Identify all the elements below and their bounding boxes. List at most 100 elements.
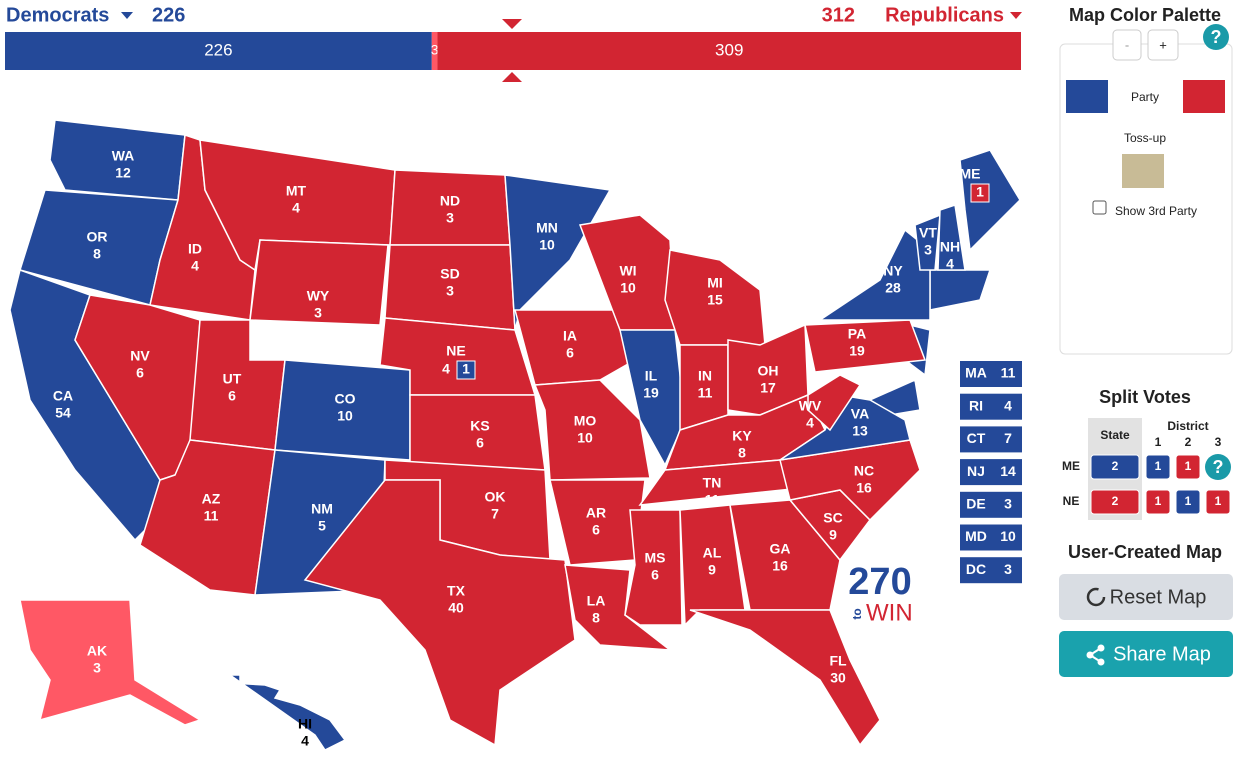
state[interactable] <box>937 204 966 271</box>
district-number: 3 <box>1215 435 1222 449</box>
small-state-box[interactable] <box>960 491 1022 518</box>
state[interactable] <box>514 309 636 386</box>
state-ev: 11 <box>204 508 219 524</box>
state-abbr: OH <box>758 363 779 379</box>
state-abbr: WY <box>307 288 330 304</box>
small-state-ev: 10 <box>1000 528 1016 544</box>
state-abbr: SC <box>823 510 842 526</box>
state-ev: 4 <box>292 200 300 216</box>
state-ev: 8 <box>592 610 600 626</box>
state-abbr: IA <box>563 328 577 344</box>
split-cell[interactable] <box>1090 454 1140 480</box>
state-abbr: VT <box>919 225 937 241</box>
small-state-box[interactable] <box>960 557 1022 584</box>
rep-swatch[interactable] <box>1183 80 1225 113</box>
state[interactable] <box>249 239 389 326</box>
split-cell-value: 2 <box>1112 459 1119 473</box>
state-abbr: PA <box>848 326 866 342</box>
state[interactable] <box>227 674 347 751</box>
dem-swatch[interactable] <box>1066 80 1108 113</box>
plus-button[interactable] <box>1147 29 1179 61</box>
state-ev: 54 <box>55 405 71 421</box>
small-state-ev: 3 <box>1004 496 1012 512</box>
state[interactable] <box>817 228 931 321</box>
tossup-swatch[interactable] <box>1122 154 1164 188</box>
small-state-abbr: DC <box>966 561 986 577</box>
state[interactable] <box>533 379 651 481</box>
state[interactable] <box>303 479 576 747</box>
split-cell[interactable] <box>1145 489 1171 515</box>
split-cell-value: 2 <box>1112 494 1119 508</box>
state-ev: 4 <box>442 361 450 377</box>
state[interactable] <box>19 599 202 726</box>
state-abbr: FL <box>829 653 847 669</box>
small-state-box[interactable] <box>960 524 1022 551</box>
bar-label: 3 <box>431 42 439 58</box>
state-abbr: NH <box>940 239 960 255</box>
state[interactable] <box>807 374 862 432</box>
minus-button[interactable] <box>1112 29 1142 61</box>
small-state-box[interactable] <box>960 459 1022 486</box>
state-abbr: MO <box>574 413 597 429</box>
state-ev: 40 <box>448 600 464 616</box>
state-abbr: IL <box>645 368 658 384</box>
dem-label[interactable]: Democrats <box>6 4 109 26</box>
state-abbr: GA <box>770 541 791 557</box>
state[interactable] <box>804 319 927 373</box>
bar-label: 226 <box>204 40 232 59</box>
state[interactable] <box>929 269 992 311</box>
split-cell[interactable] <box>1145 454 1171 480</box>
state-ev: 4 <box>191 258 199 274</box>
small-state-abbr: NJ <box>967 463 985 479</box>
small-state-box[interactable] <box>960 361 1022 387</box>
state-abbr: NM <box>311 501 333 517</box>
rep-label[interactable]: Republicans <box>885 4 1004 26</box>
state-abbr: SD <box>440 266 459 282</box>
split-cell[interactable] <box>1090 489 1140 515</box>
state-abbr: OK <box>485 489 506 505</box>
help-icon[interactable] <box>1205 454 1231 480</box>
state-ev: 6 <box>566 345 574 361</box>
split-cell[interactable] <box>1205 489 1231 515</box>
state-ev: 3 <box>446 283 454 299</box>
state[interactable] <box>914 213 941 271</box>
split-cell[interactable] <box>1175 489 1201 515</box>
share-button[interactable] <box>1059 631 1233 677</box>
small-state-ev: 11 <box>1001 365 1016 381</box>
state[interactable] <box>779 394 911 461</box>
small-state-abbr: RI <box>969 397 983 413</box>
state[interactable] <box>564 564 673 651</box>
split-cell[interactable] <box>1175 454 1201 480</box>
state-header: State <box>1100 428 1130 442</box>
state-ev: 4 <box>806 415 814 431</box>
checkbox[interactable] <box>1092 200 1107 215</box>
state-abbr: ND <box>440 193 460 209</box>
reset-button[interactable] <box>1059 574 1233 620</box>
small-state-box[interactable] <box>960 426 1022 453</box>
small-state-box[interactable] <box>960 393 1022 420</box>
show-third-label: Show 3rd Party <box>1115 204 1197 218</box>
state-abbr: KS <box>470 418 489 434</box>
state[interactable] <box>689 609 881 747</box>
state-ev: 16 <box>856 480 872 496</box>
help-icon[interactable] <box>1203 24 1229 50</box>
small-state-ev: 4 <box>1004 397 1012 413</box>
caret <box>1010 12 1022 19</box>
small-state-abbr: MD <box>965 528 987 544</box>
marker <box>502 19 522 29</box>
state-ev: 10 <box>337 408 353 424</box>
state-abbr: IN <box>698 368 712 384</box>
state-abbr: NY <box>883 263 903 279</box>
state-ev: 30 <box>830 670 846 686</box>
row-state: NE <box>1063 494 1080 508</box>
palette-title: Map Color Palette <box>1069 5 1221 25</box>
split-box <box>456 360 476 380</box>
share-label[interactable]: Share Map <box>1113 643 1211 665</box>
state-abbr: CO <box>335 391 356 407</box>
logo-win: WIN <box>866 599 913 626</box>
state-ev: 3 <box>446 210 454 226</box>
state[interactable] <box>959 149 1021 252</box>
district-number: 1 <box>1155 435 1162 449</box>
reset-label[interactable]: Reset Map <box>1110 586 1207 608</box>
rep-total: 312 <box>822 4 855 26</box>
